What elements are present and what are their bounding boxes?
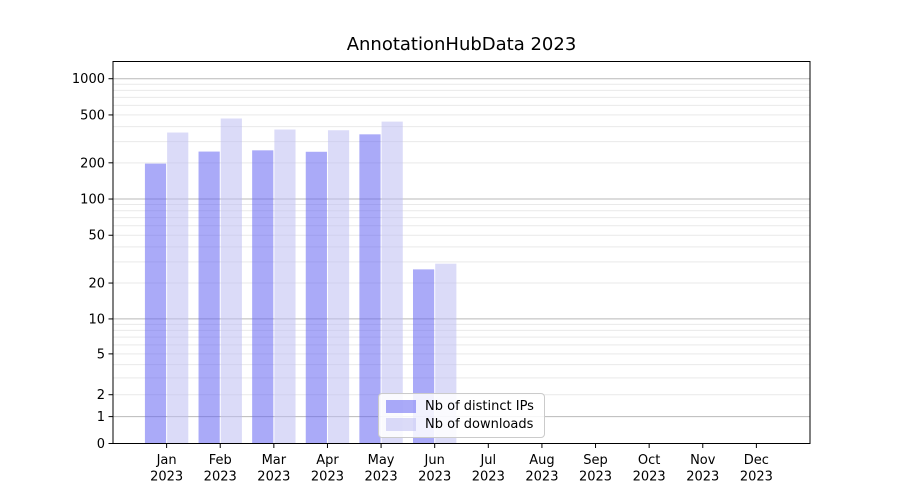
legend-label-downloads: Nb of downloads (425, 417, 534, 432)
legend-swatch-distinct-ips (386, 400, 416, 413)
y-tick-label: 100 (80, 193, 105, 208)
x-tick-label-year: 2023 (150, 470, 183, 485)
y-tick-label: 2 (97, 388, 105, 403)
bar-apr-distinct-ips (305, 151, 327, 444)
x-tick-label-month: Sep (583, 453, 608, 468)
x-tick-label-year: 2023 (579, 470, 612, 485)
legend-item-downloads: Nb of downloads (386, 417, 538, 432)
x-tick-label-year: 2023 (686, 470, 719, 485)
bar-mar-downloads (274, 129, 296, 444)
x-tick-label-month: May (368, 453, 395, 468)
y-tick-label: 20 (88, 277, 105, 292)
legend-label-distinct-ips: Nb of distinct IPs (425, 399, 534, 414)
x-tick-label-month: Nov (690, 453, 716, 468)
bar-may-downloads (381, 121, 403, 444)
x-tick-label-month: Jun (424, 453, 445, 468)
x-tick-label-month: Dec (744, 453, 769, 468)
legend-swatch-downloads (386, 418, 416, 431)
x-tick-label-month: Apr (316, 453, 339, 468)
legend: Nb of distinct IPs Nb of downloads (378, 393, 545, 438)
y-tick-label: 50 (88, 229, 105, 244)
bar-feb-downloads (220, 118, 242, 444)
x-tick-label-year: 2023 (525, 470, 558, 485)
x-tick-label-year: 2023 (257, 470, 290, 485)
x-tick-label-year: 2023 (311, 470, 344, 485)
x-tick-label-year: 2023 (365, 470, 398, 485)
x-tick-label-month: Oct (638, 453, 660, 468)
x-tick-label-year: 2023 (472, 470, 505, 485)
bar-feb-distinct-ips (198, 151, 220, 444)
legend-item-distinct-ips: Nb of distinct IPs (386, 399, 538, 414)
x-tick-label-year: 2023 (633, 470, 666, 485)
y-tick-label: 500 (80, 108, 105, 123)
bar-apr-downloads (327, 130, 350, 444)
x-tick-label-year: 2023 (740, 470, 773, 485)
axes-frame (112, 61, 811, 444)
x-tick-label-year: 2023 (418, 470, 451, 485)
y-tick-label: 1000 (72, 72, 105, 87)
x-tick-label-month: Jul (479, 453, 496, 468)
bar-may-distinct-ips (359, 134, 381, 444)
y-tick-label: 200 (80, 156, 105, 171)
bar-jan-downloads (167, 132, 189, 444)
x-tick-label-year: 2023 (204, 470, 237, 485)
x-tick-label-month: Jan (156, 453, 177, 468)
bar-jan-distinct-ips (144, 163, 167, 444)
bar-mar-distinct-ips (252, 150, 274, 444)
y-tick-label: 1 (97, 410, 105, 425)
chart-title: AnnotationHubData 2023 (346, 34, 577, 55)
x-tick-label-month: Feb (209, 453, 232, 468)
x-tick-label-month: Mar (262, 453, 287, 468)
y-tick-label: 10 (88, 312, 105, 327)
y-tick-label: 0 (97, 437, 105, 452)
x-tick-label-month: Aug (529, 453, 554, 468)
y-tick-label: 5 (97, 347, 105, 362)
